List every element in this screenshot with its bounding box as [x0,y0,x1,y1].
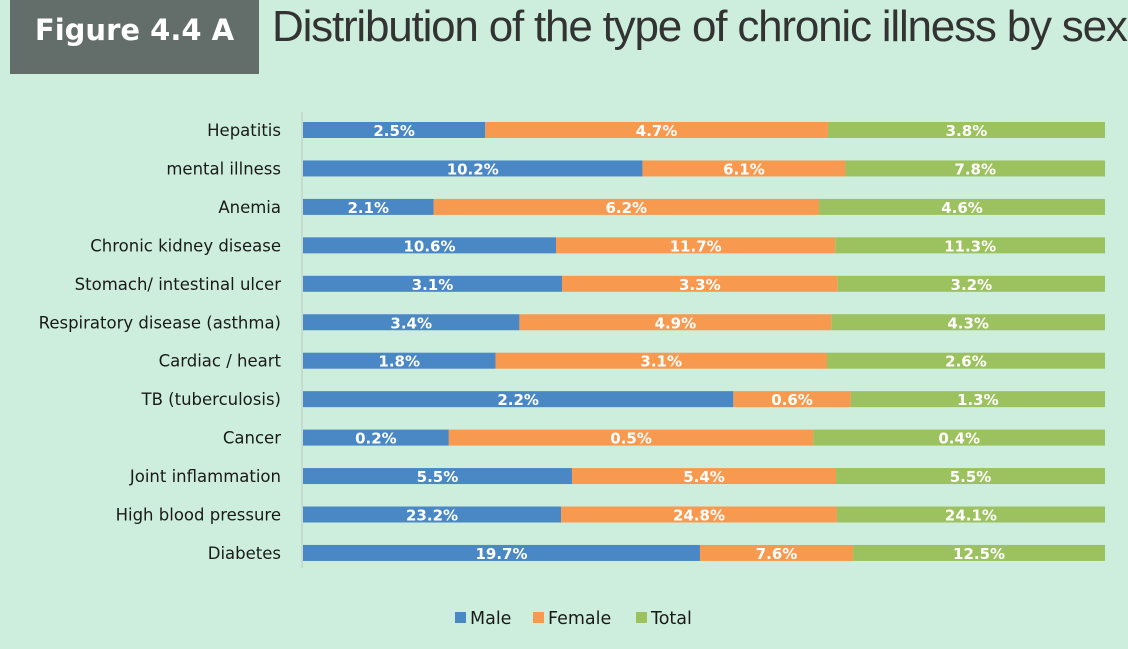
data-label: 3.8% [946,122,988,140]
data-label: 0.4% [938,430,980,448]
bar-female [519,314,832,331]
bar-male [303,160,643,177]
data-label: 10.2% [447,160,499,178]
legend-swatch-male [455,612,466,623]
data-label: 7.6% [756,545,798,563]
data-label: 4.7% [636,122,678,140]
data-label: 6.1% [723,160,765,178]
bar-female [733,391,851,408]
bar-total [831,314,1105,331]
data-label: 1.3% [957,391,999,409]
bar-total [819,198,1105,215]
bar-female [556,237,836,254]
data-label: 2.5% [373,122,415,140]
data-label: 4.6% [941,199,983,217]
data-label: 3.3% [679,276,721,294]
category-label: Cardiac / heart [159,352,282,371]
category-label: TB (tuberculosis) [141,390,281,409]
bar-male [303,468,572,485]
data-label: 6.2% [605,199,647,217]
data-label: 3.1% [640,353,682,371]
bar-female [485,122,828,138]
bar-female [561,275,838,292]
data-label: 2.2% [497,391,539,409]
category-label: Anemia [218,198,281,217]
bar-total [836,506,1105,523]
data-label: 5.4% [683,468,725,486]
data-label: 4.3% [947,314,989,332]
bar-female [495,352,827,369]
category-label: Stomach/ intestinal ulcer [75,275,282,294]
data-label: 10.6% [403,237,455,255]
bar-male [303,237,557,254]
category-label: Respiratory disease (asthma) [39,313,281,332]
bar-female [571,468,837,485]
bar-male [303,314,520,331]
bar-male [303,275,562,292]
bar-total [850,391,1105,408]
data-label: 11.3% [944,237,996,255]
bar-male [303,352,496,369]
data-label: 4.9% [655,314,697,332]
bar-female [448,429,814,446]
bar-male [303,429,449,446]
bar-female [642,160,846,177]
data-label: 0.6% [771,391,813,409]
data-label: 24.8% [673,507,725,525]
bar-total [845,160,1105,177]
data-label: 24.1% [945,507,997,525]
data-label: 11.7% [670,237,722,255]
data-label: 0.2% [355,430,397,448]
legend-label-male: Male [470,609,511,629]
data-label: 2.6% [945,353,987,371]
data-label: 5.5% [417,468,459,486]
data-label: 12.5% [953,545,1005,563]
data-label: 0.5% [610,430,652,448]
bar-total [853,544,1105,561]
bar-total [835,237,1105,254]
data-label: 1.8% [378,353,420,371]
legend-swatch-total [636,612,647,623]
bar-total [826,352,1105,369]
bar-total [813,429,1105,446]
category-label: Chronic kidney disease [90,236,281,255]
bar-total [836,468,1105,485]
category-label: Cancer [223,429,281,448]
bar-male [303,198,434,215]
bar-male [303,544,700,561]
legend-label-female: Female [548,609,611,629]
data-label: 19.7% [475,545,527,563]
data-label: 5.5% [950,468,992,486]
bar-total [827,122,1105,138]
bar-male [303,506,562,523]
category-label: Diabetes [208,544,281,563]
data-label: 3.2% [951,276,993,294]
data-label: 23.2% [406,507,458,525]
bar-female [433,198,820,215]
category-label: Joint inflammation [129,467,281,486]
bar-female [699,544,854,561]
category-label: mental illness [166,159,281,178]
data-label: 3.1% [412,276,454,294]
category-label: Hepatitis [207,121,281,140]
data-label: 2.1% [347,199,389,217]
bar-male [303,391,734,408]
legend-label-total: Total [650,609,692,629]
bar-total [837,275,1105,292]
legend-swatch-female [533,612,544,623]
chart-title: Distribution of the type of chronic illn… [272,2,1128,51]
bar-female [561,506,837,523]
figure-label: Figure 4.4 A [10,0,259,74]
bar-male [303,122,486,138]
data-label: 3.4% [390,314,432,332]
data-label: 7.8% [954,160,996,178]
category-label: High blood pressure [116,506,281,525]
